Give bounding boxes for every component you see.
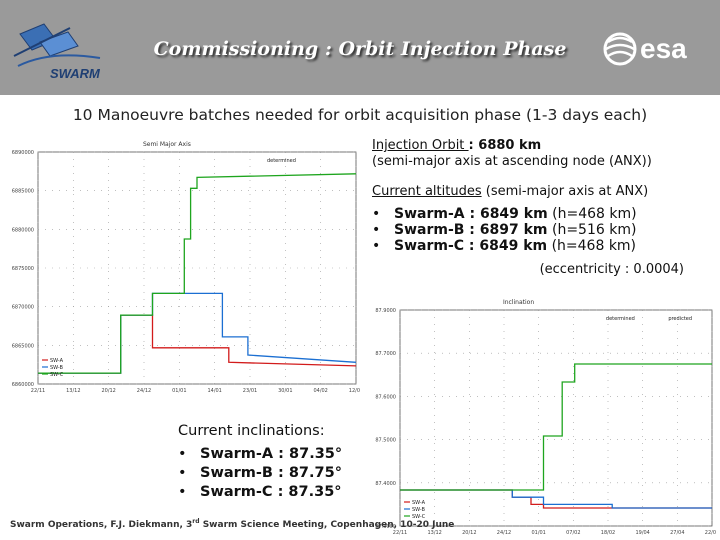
legend-entry: SW-B <box>412 507 426 513</box>
y-tick-label: 6885000 <box>12 189 34 195</box>
legend-entry: SW-A <box>50 358 64 364</box>
inclination-item: • Swarm-B : 87.75° <box>178 465 342 481</box>
semi-major-axis-chart: Semi Major Axis 6890000 6885000 6880000 6875… <box>8 132 360 398</box>
x-tick-label: 07/02 <box>566 530 580 536</box>
x-tick-label: 12/02 <box>349 388 360 394</box>
injection-label: Injection Orbit <box>372 138 469 153</box>
y-tick-label: 6860000 <box>12 382 34 388</box>
altitude-item: • Swarm-B : 6897 km (h=516 km) <box>372 222 637 238</box>
altitudes-line: Current altitudes (semi-major axis at AN… <box>372 184 712 200</box>
y-tick-label: 6890000 <box>12 150 34 156</box>
x-tick-label: 04/02 <box>313 388 327 394</box>
header-bar: SWARM Commissioning : Orbit Injection Ph… <box>0 0 720 95</box>
esa-logo: esa <box>603 32 687 66</box>
series-line-sw-c <box>400 363 712 491</box>
x-tick-label: 22/11 <box>31 388 45 394</box>
x-tick-label: 22/11 <box>393 530 407 536</box>
page-title: Commissioning : Orbit Injection Phase <box>153 38 567 60</box>
y-tick-label: 87.5000 <box>375 438 396 444</box>
y-tick-label: 87.7000 <box>375 351 396 357</box>
chart-annotation: predicted <box>668 316 692 322</box>
chart-annotation: determined <box>267 158 296 164</box>
x-tick-label: 13/12 <box>66 388 80 394</box>
injection-value: : 6880 km <box>468 138 542 153</box>
y-tick-label: 6870000 <box>12 305 34 311</box>
chart-annotation: determined <box>606 316 635 322</box>
y-tick-label: 6880000 <box>12 227 34 233</box>
y-tick-label: 6865000 <box>12 343 34 349</box>
footer-credit: Swarm Operations, F.J. Diekmann, 3rd Swa… <box>10 518 455 530</box>
injection-line: Injection Orbit : 6880 km <box>372 138 712 154</box>
legend-entry: SW-A <box>412 500 426 506</box>
swarm-logo: SWARM <box>13 23 101 81</box>
x-tick-label: 20/12 <box>101 388 115 394</box>
y-tick-label: 6875000 <box>12 266 34 272</box>
altitudes-label: Current altitudes <box>372 184 482 199</box>
altitude-item: • Swarm-A : 6849 km (h=468 km) <box>372 206 637 222</box>
chart-background <box>364 290 716 540</box>
inclination-item: • Swarm-C : 87.35° <box>178 484 342 500</box>
y-tick-label: 87.9000 <box>375 308 396 314</box>
x-tick-label: 23/01 <box>243 388 257 394</box>
eccentricity-note: (eccentricity : 0.0004) <box>539 262 684 277</box>
esa-logo-text: esa <box>640 33 687 64</box>
inclination-chart: Inclination 87.9000 87.7000 87.6000 87.5000 8… <box>364 290 716 540</box>
injection-note: (semi-major axis at ascending node (ANX)… <box>372 154 652 169</box>
x-tick-label: 01/01 <box>172 388 186 394</box>
altitude-item: • Swarm-C : 6849 km (h=468 km) <box>372 238 637 254</box>
legend-entry: SW-C <box>50 372 64 378</box>
x-tick-label: 14/01 <box>207 388 221 394</box>
legend-entry: SW-B <box>50 365 64 371</box>
x-tick-label: 24/12 <box>137 388 151 394</box>
chart-title: Inclination <box>503 299 534 306</box>
inclinations-label: Current inclinations: <box>178 423 325 439</box>
y-tick-label: 87.3000 <box>375 524 396 530</box>
chart-title: Semi Major Axis <box>143 141 191 148</box>
inclinations-box: Current inclinations: • Swarm-A : 87.35° … <box>175 418 368 505</box>
altitudes-note: (semi-major axis at ANX) <box>481 184 649 199</box>
y-tick-label: 87.4000 <box>375 481 396 487</box>
orbit-info-box: Injection Orbit : 6880 km (semi-major ax… <box>370 136 714 294</box>
legend-entry: SW-C <box>412 514 426 520</box>
x-tick-label: 27/04 <box>670 530 684 536</box>
series-line-sw-c <box>38 173 357 374</box>
x-tick-label: 24/12 <box>497 530 511 536</box>
x-tick-label: 13/12 <box>427 530 441 536</box>
swarm-logo-text: SWARM <box>50 66 101 81</box>
inclination-item: • Swarm-A : 87.35° <box>178 446 343 462</box>
subtitle: 10 Manoeuvre batches needed for orbit ac… <box>72 106 648 124</box>
series-line-sw-b <box>400 489 712 509</box>
x-tick-label: 30/01 <box>278 388 292 394</box>
y-tick-label: 87.6000 <box>375 394 396 400</box>
x-tick-label: 20/12 <box>462 530 476 536</box>
x-tick-label: 18/02 <box>601 530 615 536</box>
x-tick-label: 19/04 <box>635 530 649 536</box>
x-tick-label: 01/01 <box>531 530 545 536</box>
x-tick-label: 22/08 <box>705 530 716 536</box>
plot-frame <box>399 309 713 527</box>
